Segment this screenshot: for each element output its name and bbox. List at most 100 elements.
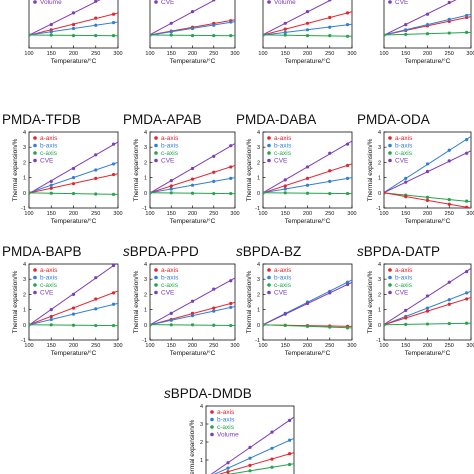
chart-panel: sBPDA-DMDB 1 2 3 4 Thermal expansion/% a-axisb… (164, 386, 295, 474)
data-point (248, 456, 252, 460)
data-point (328, 25, 332, 29)
data-point (71, 11, 76, 15)
data-point (425, 162, 430, 166)
data-point (71, 182, 76, 186)
data-point (190, 314, 195, 318)
data-point (305, 28, 310, 32)
data-point (226, 461, 230, 465)
data-point (111, 302, 116, 306)
data-point (425, 12, 430, 16)
data-point (465, 30, 469, 34)
x-tick-label: 100 (145, 211, 154, 217)
data-point (229, 305, 233, 309)
data-point (111, 12, 116, 16)
data-point (404, 195, 408, 199)
y-tick-label: 4 (144, 262, 147, 268)
x-tick-label: 150 (47, 343, 56, 349)
y-tick-label: 1 (144, 308, 147, 314)
data-point (305, 183, 310, 187)
legend-label: CVE (395, 290, 409, 297)
data-point (190, 34, 195, 38)
x-tick-label: 100 (379, 51, 388, 57)
y-tick-label: 3 (23, 145, 26, 151)
data-point (384, 33, 386, 37)
chart-panel: 100 150 200 250 300 Temperature/°C CVE (379, 0, 474, 65)
data-point (248, 469, 252, 473)
data-point (229, 301, 233, 306)
legend-label: c-axis (217, 424, 235, 431)
x-tick-label: 250 (445, 343, 454, 349)
data-point (94, 297, 98, 301)
data-point (345, 191, 350, 196)
y-tick-label: 0 (23, 191, 26, 197)
data-point (263, 33, 265, 37)
x-tick-label: 200 (69, 51, 78, 57)
data-point (305, 324, 310, 328)
data-point (404, 32, 408, 36)
legend-label: a-axis (161, 267, 179, 274)
data-point (447, 159, 451, 163)
y-tick-label: 3 (23, 277, 26, 283)
chart-panel: PMDA-ODA 100 150 200 250 300 -1 0 1 2 3 4 Temperatur… (357, 112, 474, 225)
legend-marker (33, 143, 37, 148)
data-point (465, 205, 469, 208)
x-tick-label: 200 (303, 51, 312, 57)
x-tick-label: 100 (24, 211, 33, 217)
x-tick-label: 300 (230, 51, 239, 57)
data-point (190, 10, 195, 14)
data-point (425, 23, 430, 27)
data-point (328, 34, 332, 38)
y-tick-label: -1 (376, 338, 381, 344)
x-tick-label: 250 (325, 211, 334, 217)
data-point (447, 202, 451, 206)
legend-marker (154, 158, 158, 163)
data-point (190, 183, 195, 187)
data-point (263, 323, 265, 327)
y-tick-label: 4 (257, 262, 260, 268)
x-tick-label: 150 (167, 343, 176, 349)
data-point (49, 183, 53, 187)
data-point (465, 138, 469, 142)
data-point (212, 309, 216, 313)
y-tick-label: 1 (257, 176, 260, 182)
chart-panel: PMDA-TFDB 100 150 200 250 300 -1 0 1 2 3 4 Temperatu… (2, 112, 123, 225)
data-point (305, 165, 310, 169)
data-point (288, 452, 292, 456)
legend-marker (210, 432, 214, 437)
data-point (94, 192, 98, 196)
legend-marker (267, 275, 271, 280)
data-point (305, 301, 310, 306)
legend-label: CVE (161, 0, 175, 6)
data-point (270, 446, 274, 450)
legend-marker (33, 151, 37, 155)
data-point (404, 308, 408, 312)
data-layer (150, 143, 235, 196)
data-point (328, 0, 332, 2)
legend-label: b-axis (161, 143, 179, 150)
data-point (270, 430, 274, 434)
x-tick-label: 250 (209, 51, 218, 57)
data-point (465, 151, 469, 155)
chart-panel: 100 150 200 250 300 Temperature/°C Volume (24, 0, 123, 65)
legend-label: CVE (274, 158, 288, 165)
y-tick-label: 0 (378, 191, 381, 197)
data-point (283, 33, 287, 37)
y-axis-label: Thermal expansion/% (12, 138, 19, 201)
chart-panel: PMDA-BAPB 100 150 200 250 300 -1 0 1 2 3 4 Temperatu… (2, 244, 123, 357)
data-point (49, 186, 53, 190)
data-point (345, 34, 350, 38)
legend-label: c-axis (395, 282, 413, 289)
x-axis-label: Temperature/°C (285, 349, 331, 357)
chart-panel: PMDA-DABA 100 150 200 250 300 -1 0 1 2 3 4 Temperatu… (236, 112, 357, 225)
x-tick-label: 150 (281, 51, 290, 57)
y-tick-label: 1 (23, 308, 26, 314)
data-point (283, 30, 287, 34)
data-point (71, 176, 76, 180)
legend-label: a-axis (274, 135, 292, 142)
data-point (263, 191, 265, 195)
data-point (283, 21, 287, 25)
legend-marker (388, 283, 392, 287)
data-point (404, 322, 408, 326)
chart-panel: sBPDA-BZ 100 150 200 250 300 -1 0 1 2 3 4 Temperatur… (236, 244, 357, 357)
